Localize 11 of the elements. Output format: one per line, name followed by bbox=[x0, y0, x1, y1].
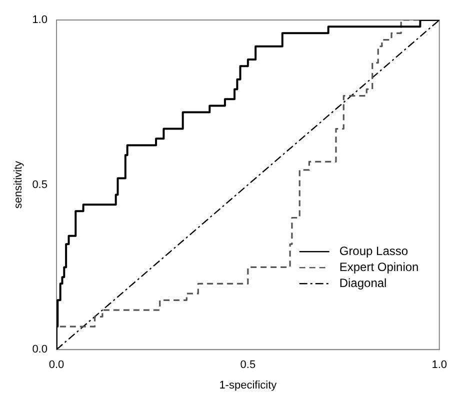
y-axis-title: sensitivity bbox=[12, 160, 25, 209]
x-tick-label: 0.5 bbox=[240, 359, 256, 372]
x-axis-title: 1-specificity bbox=[219, 379, 278, 392]
legend-label: Group Lasso bbox=[339, 244, 408, 258]
y-tick-label: 0.5 bbox=[32, 178, 48, 191]
y-tick-label: 0.0 bbox=[32, 344, 48, 356]
legend-label: Expert Opinion bbox=[339, 260, 419, 274]
legend-label: Diagonal bbox=[339, 276, 387, 290]
y-tick-label: 1.0 bbox=[32, 14, 48, 26]
x-tick-label: 0.0 bbox=[48, 359, 64, 372]
x-tick-label: 1.0 bbox=[432, 359, 448, 372]
